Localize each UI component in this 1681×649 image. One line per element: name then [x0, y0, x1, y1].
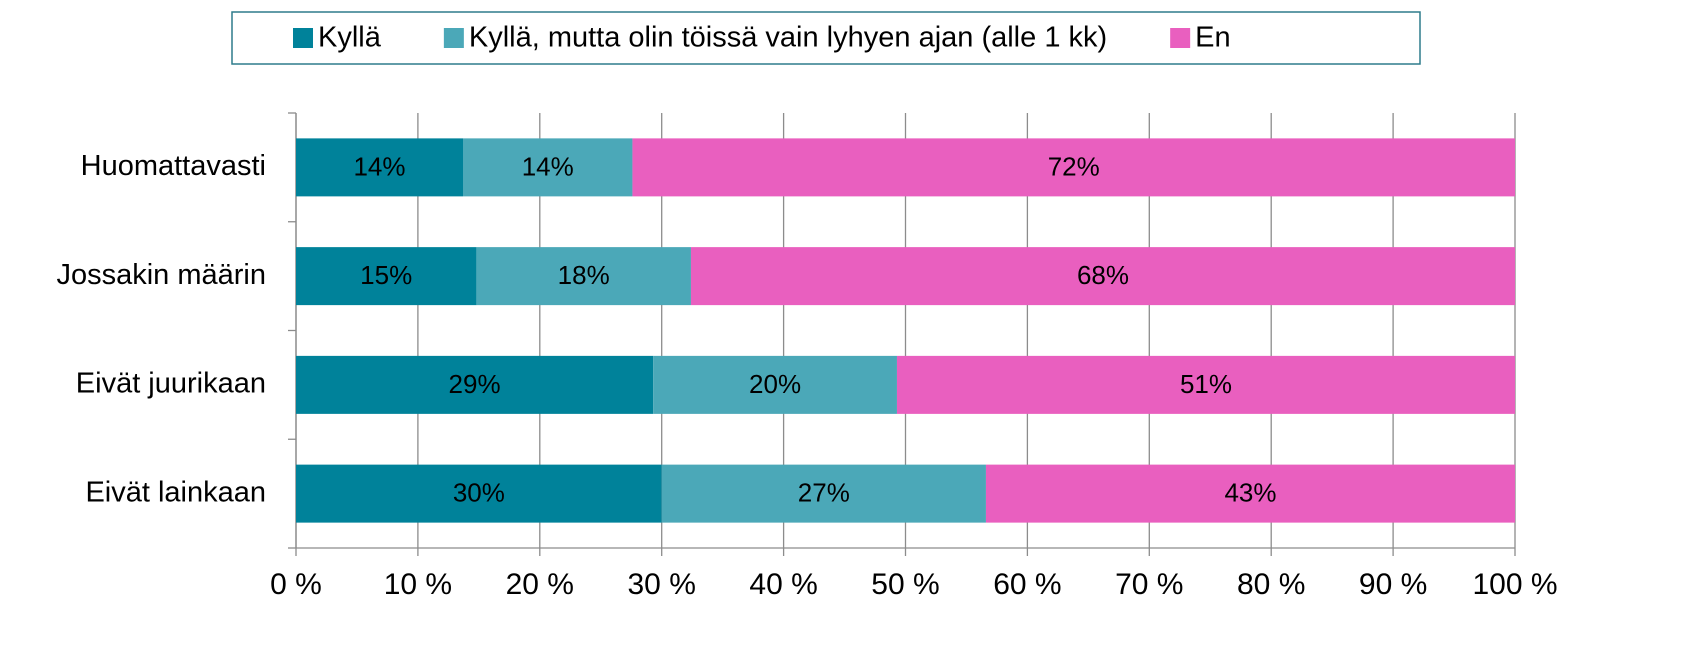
data-label: 51%: [1180, 369, 1232, 399]
x-tick-label: 50 %: [871, 568, 939, 601]
data-label: 27%: [798, 478, 850, 508]
data-label: 43%: [1224, 478, 1276, 508]
legend-label: Kyllä, mutta olin töissä vain lyhyen aja…: [469, 22, 1107, 54]
data-label: 20%: [749, 369, 801, 399]
data-label: 29%: [449, 369, 501, 399]
bar-segment: [632, 138, 1515, 197]
x-tick-label: 0 %: [270, 568, 322, 601]
y-tick-label: Huomattavasti: [81, 150, 266, 182]
bar-segment: [296, 464, 662, 523]
x-tick-label: 70 %: [1115, 568, 1183, 601]
bar-segment: [896, 355, 1515, 414]
data-label: 18%: [558, 260, 610, 290]
bar-segment: [690, 247, 1515, 306]
x-tick-label: 30 %: [628, 568, 696, 601]
data-label: 15%: [360, 260, 412, 290]
bar-segment: [985, 464, 1515, 523]
legend-swatch: [1170, 28, 1191, 48]
x-tick-label: 20 %: [506, 568, 574, 601]
x-tick-label: 100 %: [1472, 568, 1557, 601]
bar-segment: [296, 138, 464, 197]
bar-segment: [661, 464, 986, 523]
y-tick-label: Jossakin määrin: [56, 259, 266, 291]
bar-segment: [653, 355, 897, 414]
x-tick-label: 60 %: [993, 568, 1061, 601]
bar-segment: [296, 247, 477, 306]
bar-segment: [476, 247, 691, 306]
bar-segment: [463, 138, 633, 197]
x-tick-label: 90 %: [1359, 568, 1427, 601]
legend-swatch: [293, 28, 313, 48]
data-label: 72%: [1048, 151, 1100, 181]
bar-segment: [296, 355, 654, 414]
x-tick-label: 40 %: [749, 568, 817, 601]
data-label: 14%: [353, 151, 405, 181]
legend-box: [231, 11, 1421, 65]
data-label: 68%: [1077, 260, 1129, 290]
legend-swatch: [443, 28, 464, 48]
y-tick-label: Eivät lainkaan: [85, 476, 266, 508]
x-tick-label: 10 %: [384, 568, 452, 601]
y-tick-label: Eivät juurikaan: [76, 368, 266, 400]
legend-label: Kyllä: [318, 22, 382, 54]
x-tick-label: 80 %: [1237, 568, 1305, 601]
legend-label: En: [1195, 22, 1230, 54]
data-label: 14%: [522, 151, 574, 181]
data-label: 30%: [453, 478, 505, 508]
